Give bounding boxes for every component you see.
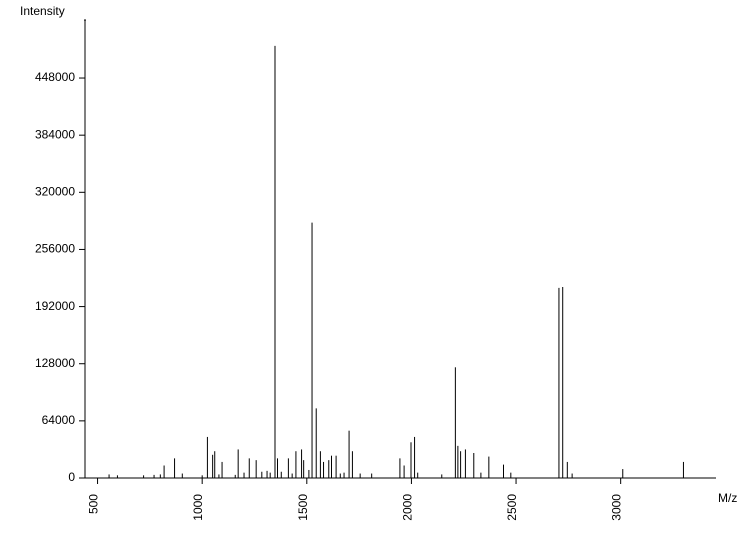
- x-tick-label: 2000: [400, 494, 414, 521]
- y-tick-label: 0: [68, 470, 75, 484]
- y-tick-label: 128000: [35, 356, 75, 370]
- chart-svg: 0 64000 128000 192000 256000 320000 384000 4480…: [0, 0, 750, 540]
- y-tick-label: 384000: [35, 127, 75, 141]
- x-axis-title: M/z: [718, 491, 737, 505]
- y-tick-label: 64000: [42, 413, 76, 427]
- y-tick-label: 192000: [35, 299, 75, 313]
- y-axis-title: Intensity: [20, 4, 65, 18]
- y-tick-label: 256000: [35, 242, 75, 256]
- x-tick-label: 1500: [296, 494, 310, 521]
- x-tick-label: 500: [87, 494, 101, 514]
- y-tick-label: 448000: [35, 70, 75, 84]
- x-tick-label: 1000: [191, 494, 205, 521]
- y-tick-label: 320000: [35, 184, 75, 198]
- x-tick-label: 2500: [505, 494, 519, 521]
- x-tick-label: 3000: [610, 494, 624, 521]
- mass-spectrum-chart: 0 64000 128000 192000 256000 320000 384000 4480…: [0, 0, 750, 540]
